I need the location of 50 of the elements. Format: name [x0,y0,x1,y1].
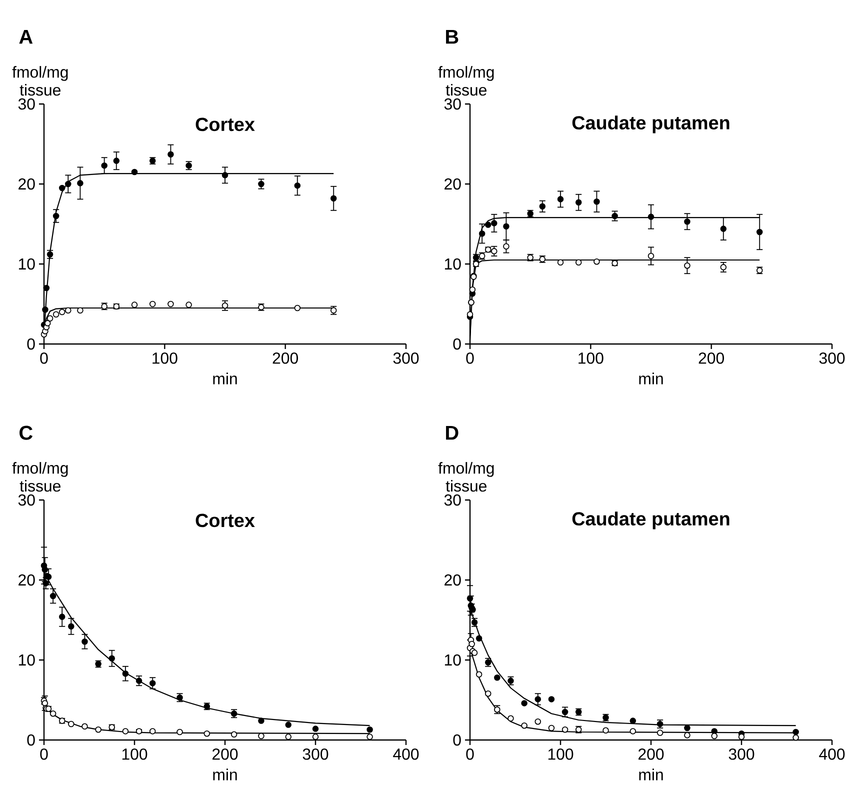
text: Cortex [196,514,255,528]
y-tick-label: 10 [18,654,35,666]
y-tick-label: 0 [453,338,461,350]
x-axis-title: min [213,768,237,780]
y-axis-title: fmol/mg tissue [12,462,68,492]
y-tick-label: 0 [453,734,461,746]
x-tick-label: 0 [466,352,474,364]
y-tick-label: 30 [444,98,461,110]
x-tick-label: 100 [152,352,178,364]
x-tick-label: 0 [40,352,48,364]
y-tick-label: 20 [18,574,35,586]
x-tick-label: 200 [272,352,298,364]
x-axis-title: min [639,372,663,384]
text: Cortex [196,118,255,132]
x-tick-label: 0 [40,748,48,760]
text: Caudate putamen [572,116,730,134]
y-tick-label: 0 [27,338,35,350]
x-tick-label: 300 [393,352,419,364]
y-tick-label: 10 [444,654,461,666]
x-axis-title: min [213,372,237,384]
x-tick-label: 400 [819,748,845,760]
y-tick-label: 20 [444,178,461,190]
text: B [446,30,458,44]
y-tick-label: 30 [18,494,35,506]
x-tick-label: 100 [548,748,574,760]
x-tick-label: 400 [393,748,419,760]
x-tick-label: 200 [638,748,664,760]
x-tick-label: 300 [302,748,328,760]
y-tick-label: 10 [444,258,461,270]
x-tick-label: 300 [819,352,845,364]
x-axis-title: min [639,768,663,780]
y-axis-title: fmol/mg tissue [438,462,494,492]
text: A [19,30,33,44]
x-tick-label: 100 [122,748,148,760]
y-tick-label: 10 [18,258,35,270]
y-tick-label: 30 [444,494,461,506]
y-tick-label: 20 [444,574,461,586]
y-tick-label: 30 [18,98,35,110]
x-tick-label: 100 [578,352,604,364]
text: Caudate putamen [572,512,730,530]
text: D [446,426,458,440]
y-axis-title: fmol/mg tissue [12,66,68,96]
x-tick-label: 200 [212,748,238,760]
x-tick-label: 200 [698,352,724,364]
x-tick-label: 0 [466,748,474,760]
x-tick-label: 300 [728,748,754,760]
y-tick-label: 0 [27,734,35,746]
text: C [20,426,33,440]
y-axis-title: fmol/mg tissue [438,66,494,96]
y-tick-label: 20 [18,178,35,190]
